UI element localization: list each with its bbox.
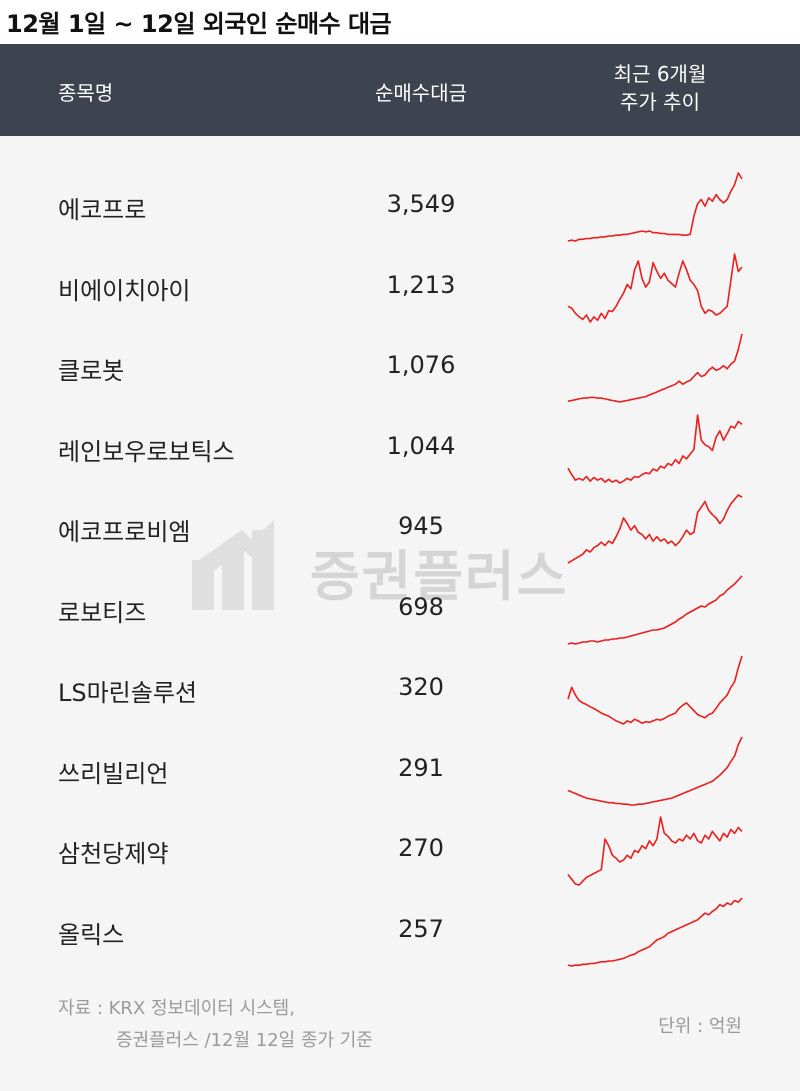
net-buy-value: 320 bbox=[398, 673, 444, 701]
price-trend-sparkline bbox=[567, 172, 743, 242]
net-buy-value: 291 bbox=[398, 753, 444, 782]
price-trend-sparkline bbox=[567, 655, 743, 725]
table-row: 에코프로비엠 945 bbox=[0, 488, 800, 568]
header-trend: 최근 6개월 주가 추이 bbox=[575, 60, 745, 116]
net-buy-value: 945 bbox=[398, 512, 444, 540]
table-row: 삼천당제약 270 bbox=[0, 810, 800, 890]
sparkline-series bbox=[567, 896, 743, 967]
price-trend-sparkline bbox=[567, 736, 743, 806]
table-row: 쓰리빌리언 291 bbox=[0, 730, 800, 810]
net-buy-value: 270 bbox=[398, 834, 444, 862]
net-buy-value: 1,213 bbox=[386, 270, 456, 299]
source-note: 자료 : KRX 정보데이터 시스템, 증권플러스 /12월 12일 종가 기준 bbox=[58, 993, 373, 1057]
stock-name: 비에이치아이 bbox=[58, 276, 191, 305]
sparkline-series bbox=[567, 736, 743, 806]
price-trend-sparkline bbox=[567, 413, 743, 484]
table-row: 레인보우로보틱스 1,044 bbox=[0, 408, 800, 488]
stock-name: 쓰리빌리언 bbox=[58, 759, 169, 788]
sparkline-series bbox=[567, 252, 743, 323]
stock-name: 로보티즈 bbox=[58, 598, 147, 627]
net-buy-value: 1,044 bbox=[386, 431, 456, 460]
net-buy-value: 698 bbox=[398, 592, 444, 621]
sparkline-series bbox=[567, 574, 743, 645]
stock-name: 에코프로비엠 bbox=[58, 518, 191, 546]
price-trend-sparkline bbox=[567, 816, 743, 886]
source-line2: 증권플러스 /12월 12일 종가 기준 bbox=[116, 1030, 373, 1051]
sparkline-series bbox=[567, 333, 743, 403]
stock-name: 에코프로 bbox=[58, 196, 147, 224]
header-value: 순매수대금 bbox=[375, 81, 467, 105]
header-trend-line2: 주가 추이 bbox=[620, 90, 700, 114]
unit-note: 단위 : 억원 bbox=[658, 1016, 742, 1037]
table-row: 비에이치아이 1,213 bbox=[0, 247, 800, 327]
sparkline-series bbox=[567, 413, 743, 484]
header-trend-line1: 최근 6개월 bbox=[613, 62, 707, 86]
table-panel bbox=[0, 44, 800, 1091]
stock-name: LS마린솔루션 bbox=[58, 679, 198, 707]
price-trend-sparkline bbox=[567, 494, 743, 564]
chart-title: 12월 1일 ~ 12일 외국인 순매수 대금 bbox=[6, 10, 392, 38]
watermark-logo-icon bbox=[192, 520, 274, 610]
price-trend-sparkline bbox=[567, 896, 743, 967]
stock-name: 올릭스 bbox=[58, 920, 125, 949]
price-trend-sparkline bbox=[567, 333, 743, 403]
header-name: 종목명 bbox=[58, 81, 114, 105]
price-trend-sparkline bbox=[567, 252, 743, 323]
table-row: 로보티즈 698 bbox=[0, 569, 800, 649]
table-header: 종목명 순매수대금 최근 6개월 주가 추이 bbox=[0, 44, 800, 136]
sparkline-series bbox=[567, 655, 743, 725]
source-line1: 자료 : KRX 정보데이터 시스템, bbox=[58, 998, 295, 1019]
table-row: 클로봇 1,076 bbox=[0, 327, 800, 407]
net-buy-value: 1,076 bbox=[386, 351, 456, 379]
net-buy-value: 3,549 bbox=[386, 190, 456, 218]
watermark-text: 증권플러스 bbox=[310, 545, 569, 608]
table-row: LS마린솔루션 320 bbox=[0, 649, 800, 729]
stock-name: 삼천당제약 bbox=[58, 840, 169, 868]
sparkline-series bbox=[567, 172, 743, 242]
table-row: 올릭스 257 bbox=[0, 891, 800, 971]
stock-name: 클로봇 bbox=[58, 357, 125, 385]
net-buy-value: 257 bbox=[398, 914, 444, 943]
price-trend-sparkline bbox=[567, 574, 743, 645]
sparkline-series bbox=[567, 494, 743, 564]
table-row: 에코프로 3,549 bbox=[0, 166, 800, 246]
stock-name: 레인보우로보틱스 bbox=[58, 437, 235, 466]
sparkline-series bbox=[567, 816, 743, 886]
